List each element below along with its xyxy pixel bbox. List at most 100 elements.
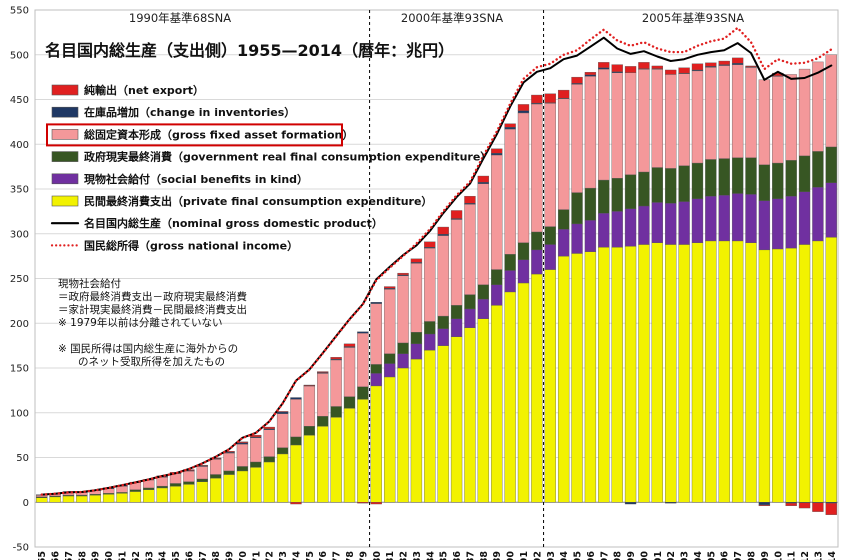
bar-segment xyxy=(705,67,717,160)
legend: 純輸出（net export） 在庫品増加（change in inventori… xyxy=(46,83,491,252)
x-tick-label: 1972 xyxy=(265,551,276,560)
y-tick-label: -50 xyxy=(13,543,29,554)
bar-segment xyxy=(370,373,382,387)
bar-segment xyxy=(531,231,543,251)
bar-segment xyxy=(223,470,235,475)
bar-segment xyxy=(557,229,570,257)
bar-segment xyxy=(370,502,382,505)
plot-frame xyxy=(34,9,839,548)
legend-label: 民間最終消費支出（private final consumption expen… xyxy=(84,194,432,208)
bar-segment xyxy=(450,305,463,319)
x-tick-label: 1984 xyxy=(425,551,436,560)
x-axis: 1955195619571958195919601961196219631964… xyxy=(37,551,838,560)
x-tick-label: 1981 xyxy=(385,551,396,560)
bar-segment xyxy=(156,487,168,503)
bar-segment xyxy=(812,502,824,512)
bar-segment xyxy=(143,487,155,490)
bar-segment xyxy=(437,234,449,236)
bar-segment xyxy=(517,259,530,284)
bar-segment xyxy=(357,386,369,400)
bar-segment xyxy=(584,251,597,503)
bar-segment xyxy=(678,165,690,202)
bar-segment xyxy=(424,349,436,503)
x-tick-label: 1968 xyxy=(211,551,222,560)
legend-label: 在庫品増加（change in inventories） xyxy=(84,105,295,119)
x-tick-label: 2004 xyxy=(693,551,704,560)
bar-segment xyxy=(651,68,663,168)
bar-segment xyxy=(477,175,490,183)
bar-segment xyxy=(825,146,837,183)
bar-segment xyxy=(731,157,744,194)
bar-segment xyxy=(424,321,436,335)
bar-segment xyxy=(785,195,797,249)
bar-segment xyxy=(758,164,771,201)
note-line: のネット受取所得を加えたもの xyxy=(78,356,225,368)
note-line: 現物社会給付 xyxy=(58,277,121,290)
bar-segment xyxy=(89,494,101,503)
bar-segment xyxy=(116,493,128,503)
bar-segment xyxy=(210,477,222,503)
bar-segment xyxy=(678,244,690,503)
bar-segment xyxy=(357,502,369,504)
y-tick-label: 100 xyxy=(10,408,29,419)
bar-segment xyxy=(531,103,543,233)
bar-segment xyxy=(598,68,610,181)
bar-segment xyxy=(758,79,771,166)
bar-segment xyxy=(705,62,717,67)
bar-segment xyxy=(598,67,610,70)
bar-segment xyxy=(437,315,449,329)
legend-label: 総固定資本形成（gross fixed asset formation） xyxy=(84,127,353,141)
bar-segment xyxy=(250,434,262,438)
legend-label: 純輸出（net export） xyxy=(84,83,204,97)
bar-segment xyxy=(450,210,463,219)
bar-segment xyxy=(437,226,449,235)
bar-segment xyxy=(651,65,663,69)
bar-segment xyxy=(330,406,342,418)
bar-segment xyxy=(718,158,730,196)
bar-segment xyxy=(611,178,623,212)
legend-label: 現物社会給付（social benefits in kind） xyxy=(84,172,308,186)
bar-segment xyxy=(651,167,663,203)
x-tick-label: 2012 xyxy=(800,551,811,560)
bar-segment xyxy=(731,64,744,158)
bar-segment xyxy=(812,187,824,242)
x-tick-label: 1989 xyxy=(492,551,503,560)
era-label: 1990年基準68SNA xyxy=(129,11,231,25)
bar-segment xyxy=(437,328,449,346)
bar-segment xyxy=(611,64,623,72)
bar-segment xyxy=(223,452,235,472)
bar-segment xyxy=(517,242,530,260)
bar-segment xyxy=(303,385,316,427)
bar-segment xyxy=(517,104,530,111)
x-tick-label: 2010 xyxy=(773,551,784,560)
bar-segment xyxy=(571,84,583,193)
x-tick-label: 1994 xyxy=(559,551,570,560)
bar-segment xyxy=(450,318,463,337)
bar-segment xyxy=(504,128,516,255)
x-tick-label: 1959 xyxy=(91,551,102,560)
bar-segment xyxy=(544,244,556,270)
bar-segment xyxy=(410,263,423,333)
legend-swatch xyxy=(51,106,79,118)
bar-segment xyxy=(665,69,677,75)
x-tick-label: 1990 xyxy=(506,551,517,560)
x-tick-label: 1985 xyxy=(439,551,450,560)
bar-segment xyxy=(758,504,771,507)
bar-segment xyxy=(477,284,490,300)
x-tick-label: 2000 xyxy=(639,551,650,560)
bar-segment xyxy=(745,157,757,195)
bar-segment xyxy=(276,413,289,448)
y-tick-label: 200 xyxy=(10,319,29,330)
note-line: ＝政府最終消費支出－政府現実最終消費 xyxy=(58,290,247,303)
x-tick-label: 1962 xyxy=(131,551,142,560)
x-tick-label: 1956 xyxy=(51,551,62,560)
bar-segment xyxy=(504,254,516,271)
x-tick-label: 1986 xyxy=(452,551,463,560)
bar-segment xyxy=(678,73,690,166)
x-tick-label: 1966 xyxy=(184,551,195,560)
bar-segment xyxy=(691,242,704,503)
bar-segment xyxy=(464,308,476,328)
series-lines xyxy=(40,26,833,496)
bar-segment xyxy=(745,65,757,68)
